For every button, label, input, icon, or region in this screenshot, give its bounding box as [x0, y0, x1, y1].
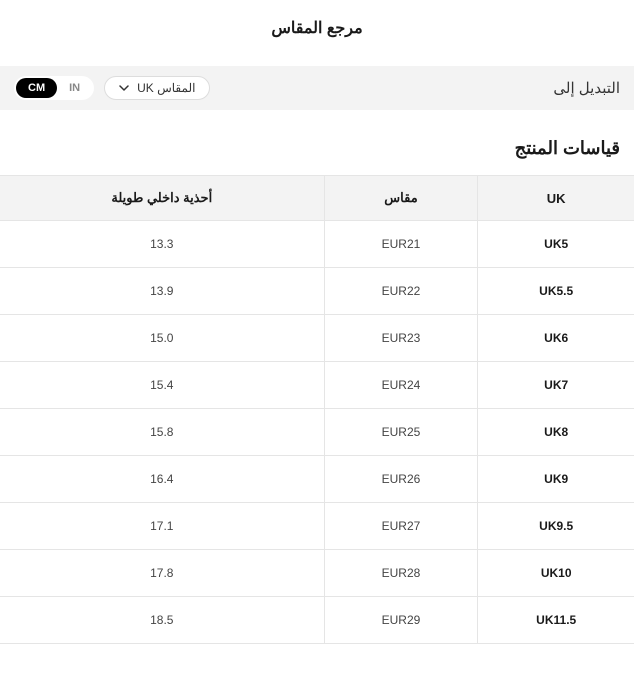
controls-group: CM IN UK المقاس — [14, 76, 210, 100]
cell-length: 15.4 — [0, 362, 324, 409]
page-title: مرجع المقاس — [0, 0, 634, 66]
chevron-down-icon — [119, 83, 129, 93]
table-row: UK8EUR2515.8 — [0, 409, 634, 456]
cell-length: 15.8 — [0, 409, 324, 456]
switch-label: التبديل إلى — [553, 79, 620, 97]
cell-size: EUR23 — [324, 315, 478, 362]
col-size: مقاس — [324, 176, 478, 221]
cell-uk: UK7 — [478, 362, 634, 409]
cell-length: 18.5 — [0, 597, 324, 644]
cell-size: EUR28 — [324, 550, 478, 597]
cell-uk: UK6 — [478, 315, 634, 362]
unit-in-button[interactable]: IN — [57, 78, 92, 98]
cell-length: 16.4 — [0, 456, 324, 503]
unit-cm-button[interactable]: CM — [16, 78, 57, 98]
cell-length: 13.3 — [0, 221, 324, 268]
cell-length: 13.9 — [0, 268, 324, 315]
size-system-label: UK المقاس — [137, 81, 195, 95]
cell-size: EUR25 — [324, 409, 478, 456]
controls-bar: التبديل إلى CM IN UK المقاس — [0, 66, 634, 110]
table-row: UK5EUR2113.3 — [0, 221, 634, 268]
cell-size: EUR21 — [324, 221, 478, 268]
size-table: UK مقاس أحذية داخلي طويلة UK5EUR2113.3UK… — [0, 175, 634, 644]
table-row: UK11.5EUR2918.5 — [0, 597, 634, 644]
cell-uk: UK9.5 — [478, 503, 634, 550]
unit-toggle: CM IN — [14, 76, 94, 100]
table-row: UK10EUR2817.8 — [0, 550, 634, 597]
col-uk: UK — [478, 176, 634, 221]
cell-length: 17.8 — [0, 550, 324, 597]
table-row: UK9.5EUR2717.1 — [0, 503, 634, 550]
col-length: أحذية داخلي طويلة — [0, 176, 324, 221]
cell-uk: UK5 — [478, 221, 634, 268]
cell-length: 17.1 — [0, 503, 324, 550]
cell-uk: UK10 — [478, 550, 634, 597]
cell-size: EUR26 — [324, 456, 478, 503]
table-row: UK5.5EUR2213.9 — [0, 268, 634, 315]
cell-length: 15.0 — [0, 315, 324, 362]
table-header-row: UK مقاس أحذية داخلي طويلة — [0, 176, 634, 221]
cell-size: EUR27 — [324, 503, 478, 550]
table-row: UK7EUR2415.4 — [0, 362, 634, 409]
cell-uk: UK8 — [478, 409, 634, 456]
section-title: قياسات المنتج — [0, 110, 634, 175]
size-system-select[interactable]: UK المقاس — [104, 76, 210, 100]
cell-size: EUR22 — [324, 268, 478, 315]
cell-uk: UK5.5 — [478, 268, 634, 315]
table-row: UK9EUR2616.4 — [0, 456, 634, 503]
cell-uk: UK11.5 — [478, 597, 634, 644]
table-row: UK6EUR2315.0 — [0, 315, 634, 362]
cell-size: EUR29 — [324, 597, 478, 644]
cell-uk: UK9 — [478, 456, 634, 503]
cell-size: EUR24 — [324, 362, 478, 409]
